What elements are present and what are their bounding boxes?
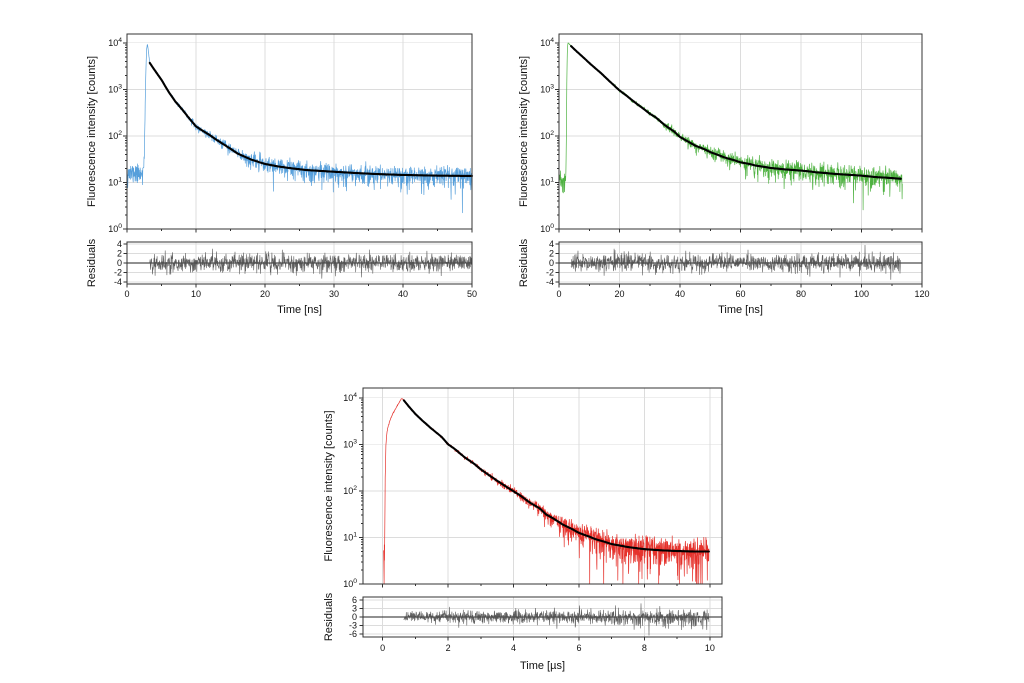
x-tick-label: 2 (446, 643, 451, 653)
x-tick-label: 40 (398, 289, 408, 299)
residual-tick-label: 2 (117, 248, 122, 258)
main-plot-frame (126, 33, 473, 230)
y-tick-label: 103 (108, 84, 122, 95)
y-tick-label: 102 (540, 130, 554, 141)
residual-tick-label: 2 (549, 248, 554, 258)
decay-trace (383, 398, 710, 585)
residual-tick-label: 3 (352, 603, 357, 613)
y-tick-label: 103 (540, 84, 554, 95)
residuals-axis-title: Residuals (86, 238, 98, 287)
fit-trace (148, 61, 474, 178)
grid-lines (127, 34, 472, 284)
residual-tick-label: 4 (117, 239, 122, 249)
y-tick-label: 104 (108, 37, 122, 48)
residual-tick-label: -2 (114, 268, 122, 278)
x-axis-title: Time [µs] (520, 660, 565, 672)
residual-tick-label: -2 (546, 268, 554, 278)
x-tick-label: 0 (380, 643, 385, 653)
residual-tick-label: -6 (349, 629, 357, 639)
x-tick-label: 50 (467, 289, 477, 299)
x-tick-label: 120 (914, 289, 929, 299)
y-tick-label: 103 (343, 439, 357, 450)
y-tick-label: 104 (540, 37, 554, 48)
residuals-axis-title: Residuals (518, 238, 530, 287)
fit-trace (402, 399, 710, 553)
x-tick-label: 4 (511, 643, 516, 653)
grid-lines (363, 388, 722, 637)
decay-trace (126, 44, 473, 214)
residual-trace (403, 603, 710, 636)
y-axis-title: Fluorescence intensity [counts] (86, 56, 98, 207)
x-tick-label: 30 (329, 289, 339, 299)
y-tick-label: 100 (540, 223, 554, 234)
y-tick-label: 101 (540, 177, 554, 188)
residual-tick-label: -4 (114, 277, 122, 287)
residuals-axis-title: Residuals (323, 592, 335, 641)
tick-marks (359, 397, 711, 641)
residual-tick-label: -4 (546, 277, 554, 287)
y-tick-label: 101 (343, 532, 357, 543)
residual-tick-label: -3 (349, 621, 357, 631)
x-tick-label: 100 (854, 289, 869, 299)
x-tick-label: 20 (260, 289, 270, 299)
x-tick-label: 10 (191, 289, 201, 299)
y-tick-label: 102 (343, 485, 357, 496)
x-tick-label: 40 (675, 289, 685, 299)
main-plot-frame (362, 387, 723, 585)
x-tick-label: 0 (124, 289, 129, 299)
x-tick-label: 0 (556, 289, 561, 299)
y-tick-label: 100 (343, 578, 357, 589)
y-axis-title: Fluorescence intensity [counts] (323, 410, 335, 561)
y-axis-title: Fluorescence intensity [counts] (518, 56, 530, 207)
y-tick-label: 101 (108, 177, 122, 188)
x-tick-label: 60 (735, 289, 745, 299)
residual-tick-label: 4 (549, 239, 554, 249)
x-tick-label: 8 (642, 643, 647, 653)
residual-tick-label: 0 (549, 258, 554, 268)
y-tick-label: 102 (108, 130, 122, 141)
tick-marks (555, 42, 923, 288)
y-tick-label: 100 (108, 223, 122, 234)
fit-trace (570, 45, 902, 180)
decay-trace (558, 42, 903, 211)
x-tick-label: 20 (614, 289, 624, 299)
residual-tick-label: 6 (352, 595, 357, 605)
x-tick-label: 10 (705, 643, 715, 653)
residual-tick-label: 0 (352, 612, 357, 622)
residual-trace (149, 248, 473, 279)
tick-marks (123, 42, 473, 288)
residual-trace (570, 244, 901, 280)
y-tick-label: 104 (343, 392, 357, 403)
x-tick-label: 6 (576, 643, 581, 653)
residual-tick-label: 0 (117, 258, 122, 268)
x-tick-label: 80 (796, 289, 806, 299)
x-axis-title: Time [ns] (277, 304, 322, 316)
grid-lines (559, 34, 922, 284)
x-axis-title: Time [ns] (718, 304, 763, 316)
